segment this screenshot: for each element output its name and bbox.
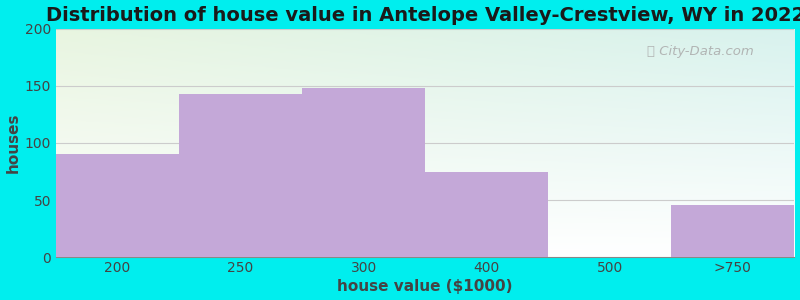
- Bar: [179, 94, 302, 257]
- Bar: [671, 205, 794, 257]
- Text: ⓘ City-Data.com: ⓘ City-Data.com: [646, 45, 754, 58]
- Bar: [426, 172, 548, 257]
- Bar: [56, 154, 179, 257]
- Title: Distribution of house value in Antelope Valley-Crestview, WY in 2022: Distribution of house value in Antelope …: [46, 6, 800, 25]
- Bar: [302, 88, 426, 257]
- Y-axis label: houses: houses: [6, 113, 21, 173]
- X-axis label: house value ($1000): house value ($1000): [338, 279, 513, 294]
